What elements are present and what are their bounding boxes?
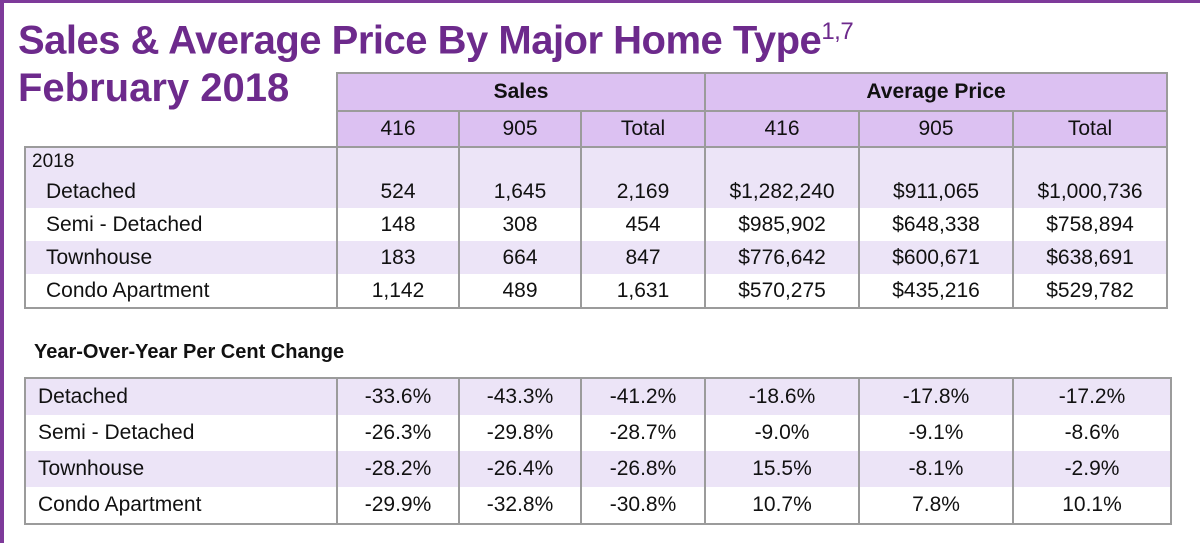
column-header-price-905: 905 xyxy=(858,110,1015,148)
table-row: Detached -33.6% -43.3% -41.2% -18.6% -17… xyxy=(24,377,1172,415)
yoy-change-table: Detached -33.6% -43.3% -41.2% -18.6% -17… xyxy=(24,377,1172,525)
table-cell: -9.1% xyxy=(858,415,1014,451)
year-row: 2018 xyxy=(24,146,1169,175)
table-cell: 1,645 xyxy=(458,175,582,208)
table-cell: -41.2% xyxy=(580,377,706,415)
column-header-sales-905: 905 xyxy=(458,110,582,148)
avg-price-group-header: Average Price xyxy=(704,72,1169,112)
table-cell: -26.3% xyxy=(336,415,460,451)
table-cell: 1,142 xyxy=(336,274,460,309)
table-cell: 308 xyxy=(458,208,582,241)
row-label: Townhouse xyxy=(24,241,338,274)
table-cell: $570,275 xyxy=(704,274,861,309)
table-cell: 7.8% xyxy=(858,487,1014,525)
table-cell: 524 xyxy=(336,175,460,208)
table-cell: -29.9% xyxy=(336,487,460,525)
table-cell: -32.8% xyxy=(458,487,582,525)
table-row: Semi - Detached 148 308 454 $985,902 $64… xyxy=(24,208,1169,241)
table-cell: -8.1% xyxy=(858,451,1014,487)
table-cell: 2,169 xyxy=(579,175,707,208)
table-cell: -33.6% xyxy=(336,377,460,415)
table-cell: 148 xyxy=(336,208,460,241)
table-cell: -29.8% xyxy=(458,415,582,451)
table-cell: 10.1% xyxy=(1012,487,1172,525)
table-cell: -28.2% xyxy=(336,451,460,487)
title-text: Sales & Average Price By Major Home Type xyxy=(18,18,822,63)
table-cell: $758,894 xyxy=(1012,208,1169,241)
row-label: Semi - Detached xyxy=(24,208,338,241)
table-row: Detached 524 1,645 2,169 $1,282,240 $911… xyxy=(24,175,1169,208)
table-cell: -30.8% xyxy=(580,487,706,525)
table-row: Townhouse -28.2% -26.4% -26.8% 15.5% -8.… xyxy=(24,451,1172,487)
table-cell: -17.2% xyxy=(1012,377,1172,415)
table-cell: 15.5% xyxy=(704,451,860,487)
table-cell: -2.9% xyxy=(1012,451,1172,487)
year-label: 2018 xyxy=(24,146,338,175)
table-cell: $529,782 xyxy=(1012,274,1169,309)
table-cell: 1,631 xyxy=(579,274,707,309)
table-row: Semi - Detached -26.3% -29.8% -28.7% -9.… xyxy=(24,415,1172,451)
column-header-price-416: 416 xyxy=(704,110,861,148)
yoy-section-heading: Year-Over-Year Per Cent Change xyxy=(34,341,345,363)
row-label: Detached xyxy=(24,377,338,415)
table-cell: -17.8% xyxy=(858,377,1014,415)
table-cell: -28.7% xyxy=(580,415,706,451)
table-cell: 847 xyxy=(579,241,707,274)
column-header-row: 416 905 Total 416 905 Total xyxy=(25,110,1169,148)
table-cell: 664 xyxy=(458,241,582,274)
row-label: Townhouse xyxy=(24,451,338,487)
table-cell: $911,065 xyxy=(858,175,1015,208)
table-cell: $985,902 xyxy=(704,208,861,241)
column-header-sales-total: Total xyxy=(579,110,707,148)
table-cell: $435,216 xyxy=(858,274,1015,309)
table-cell: -18.6% xyxy=(704,377,860,415)
table-row: Townhouse 183 664 847 $776,642 $600,671 … xyxy=(24,241,1169,274)
table-cell: -9.0% xyxy=(704,415,860,451)
frame-left-border xyxy=(0,0,4,543)
table-row: Condo Apartment -29.9% -32.8% -30.8% 10.… xyxy=(24,487,1172,525)
row-label: Detached xyxy=(24,175,338,208)
table-cell: 489 xyxy=(458,274,582,309)
table-cell: $600,671 xyxy=(858,241,1015,274)
sales-group-header: Sales xyxy=(335,72,707,112)
page-subtitle: February 2018 xyxy=(18,66,290,110)
page-title: Sales & Average Price By Major Home Type… xyxy=(18,8,854,64)
table-cell: $648,338 xyxy=(858,208,1015,241)
table-cell: $1,282,240 xyxy=(704,175,861,208)
row-label: Semi - Detached xyxy=(24,415,338,451)
table-cell: 183 xyxy=(336,241,460,274)
row-label: Condo Apartment xyxy=(24,274,338,309)
table-cell: $638,691 xyxy=(1012,241,1169,274)
group-header-row: Sales Average Price xyxy=(25,72,1169,112)
sales-price-table: Sales Average Price 416 905 Total 416 90… xyxy=(24,72,1169,309)
frame-top-border xyxy=(0,0,1200,3)
table-cell: 10.7% xyxy=(704,487,860,525)
table-cell: -8.6% xyxy=(1012,415,1172,451)
table-cell: 454 xyxy=(579,208,707,241)
table-row: Condo Apartment 1,142 489 1,631 $570,275… xyxy=(24,274,1169,309)
column-header-sales-416: 416 xyxy=(336,110,460,148)
table-cell: $776,642 xyxy=(704,241,861,274)
row-label: Condo Apartment xyxy=(24,487,338,525)
table-cell: -43.3% xyxy=(458,377,582,415)
table-cell: -26.8% xyxy=(580,451,706,487)
column-header-price-total: Total xyxy=(1012,110,1169,148)
table-cell: $1,000,736 xyxy=(1012,175,1169,208)
table-cell: -26.4% xyxy=(458,451,582,487)
title-footnote-ref: 1,7 xyxy=(821,18,854,45)
